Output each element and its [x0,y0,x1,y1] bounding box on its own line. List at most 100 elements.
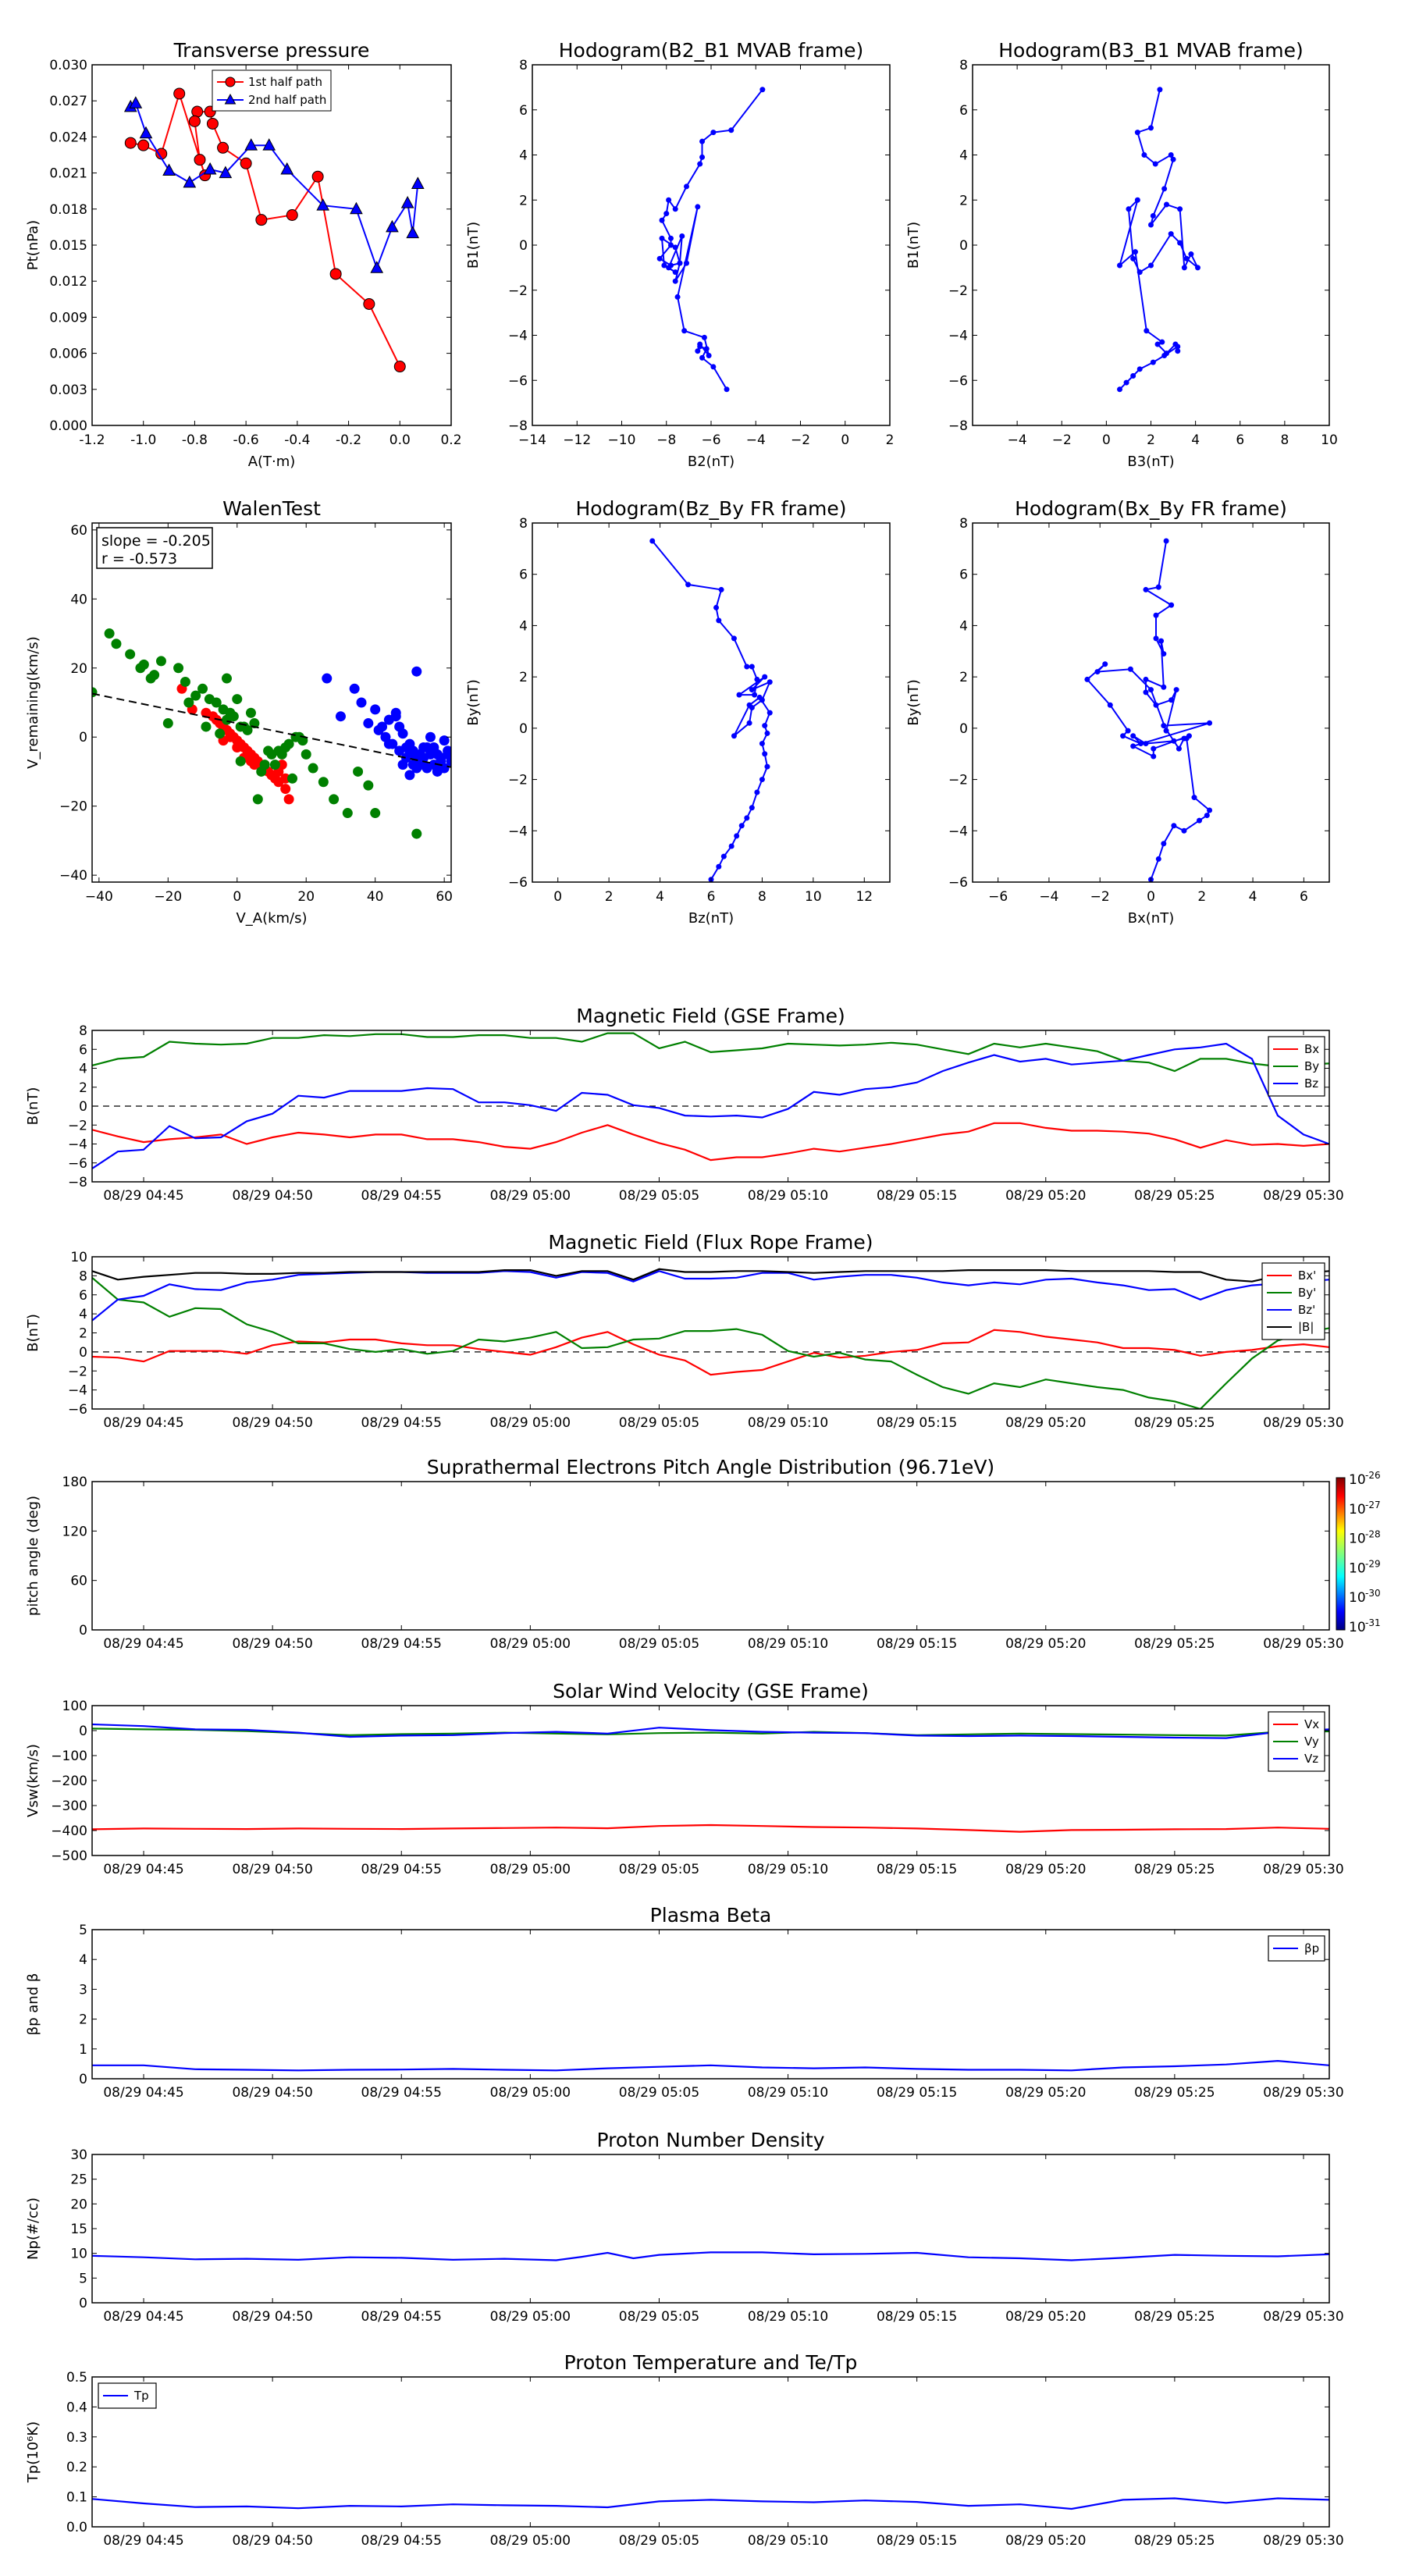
x-tick-label: 08/29 04:55 [361,1188,442,1204]
data-point [1157,87,1163,93]
x-tick-label: 08/29 04:50 [232,1862,312,1877]
legend-label: Vx [1304,1717,1319,1731]
data-point [1126,206,1132,212]
scatter-point [411,666,422,677]
x-tick-label: 10 [1321,432,1338,448]
x-tick-label: 08/29 05:10 [748,2533,828,2549]
y-tick-label: 8 [959,58,968,73]
series-line-Bz' [92,1270,1329,1322]
y-tick-label: 8 [519,516,528,532]
x-tick-label: −6 [988,889,1008,905]
data-point [759,741,765,747]
y-tick-label: −4 [68,1137,87,1153]
y-tick-label: 6 [959,568,968,583]
data-point [731,733,737,739]
data-point [767,679,773,685]
legend-label: By' [1298,1286,1316,1300]
x-tick-label: 08/29 04:45 [103,1188,183,1204]
scatter-point [273,777,284,788]
y-tick-label: 8 [79,1023,87,1039]
data-point [1120,733,1126,739]
scatter-point [125,649,136,660]
y-tick-label: −6 [948,373,968,389]
x-tick-label: 08/29 05:25 [1134,1415,1215,1431]
scatter-point [183,697,194,708]
data-point [697,343,703,350]
data-point [1183,255,1190,262]
data-point [1143,676,1149,682]
data-point [1123,379,1129,386]
data-point [759,87,766,93]
x-tick-label: 08/29 04:45 [103,1415,183,1431]
x-tick-label: 0 [1102,432,1111,448]
data-point [1163,538,1169,544]
chart-title: Solar Wind Velocity (GSE Frame) [553,1680,869,1703]
scatter-point [256,766,267,777]
data-point [1152,161,1158,167]
x-tick-label: −2 [1090,889,1110,905]
plot-frame [91,522,452,883]
x-tick-label: 08/29 04:55 [361,2309,442,2325]
data-point [677,260,683,266]
data-point [1136,269,1143,276]
x-tick-label: 08/29 04:45 [103,2309,183,2325]
x-tick-label: 08/29 05:10 [748,1636,828,1652]
data-point [1168,231,1174,237]
y-tick-label: 10 [70,2247,87,2262]
y-tick-label: 2 [959,193,968,208]
data-point [724,386,730,393]
x-tick-label: 08/29 05:25 [1134,2533,1215,2549]
series-line-Vz [92,1723,1329,1739]
data-point [1163,201,1169,208]
series-line-Bx [92,1122,1329,1162]
data-point [124,137,137,149]
x-tick-label: 2 [886,432,895,448]
data-point [1143,689,1149,696]
x-axis-label: V_A(km/s) [236,910,307,927]
scatter-point [308,763,318,774]
chart-magnetic_field_fr: Magnetic Field (Flux Rope Frame) −6 −4 −2 0 2… [25,1231,1344,1431]
data-point [752,692,758,698]
data-point [764,763,770,770]
x-tick-label: 08/29 05:00 [490,1188,571,1204]
data-point [762,674,768,680]
x-tick-label: 08/29 05:20 [1005,1188,1086,1204]
data-point [1175,343,1181,350]
scatter-point [394,745,405,756]
y-tick-label: 0 [79,1345,87,1361]
scatter-point [432,763,443,774]
data-point [1150,212,1156,219]
chart-magnetic_field_gse: Magnetic Field (GSE Frame) −8 −6 −4 −2 0 2 4 6 8 B… [25,1005,1344,1204]
series-line-By [92,1032,1329,1073]
data-point [1181,827,1187,834]
x-tick-label: −14 [518,432,546,448]
y-tick-label: 30 [70,2147,87,2163]
y-tick-label: −300 [51,1799,87,1814]
x-tick-label: 08/29 05:30 [1263,1415,1343,1431]
data-point [728,127,735,133]
x-tick-label: 20 [297,889,315,905]
x-tick-label: 08/29 04:45 [103,2533,183,2549]
plot-frame [972,522,1330,883]
x-tick-label: 08/29 05:20 [1005,1415,1086,1431]
data-point [1171,823,1177,829]
scatter-point [356,697,367,708]
y-tick-label: 0.012 [49,274,87,290]
x-tick-label: −10 [608,432,636,448]
colorbar-tick-exponent: -31 [1365,1617,1381,1628]
data-point [695,204,701,210]
colorbar-tick-exponent: -27 [1365,1500,1381,1510]
plot-frame [91,1929,1330,2080]
scatter-point [342,808,353,819]
data-point [728,843,735,849]
data-point [1161,841,1167,847]
y-tick-label: 4 [519,618,528,634]
x-tick-label: −2 [791,432,810,448]
x-tick-label: 08/29 04:50 [232,1636,312,1652]
y-tick-label: 0.018 [49,202,87,218]
x-tick-label: 08/29 04:45 [103,1636,183,1652]
data-point [685,582,692,588]
y-tick-label: 0.009 [49,310,87,326]
data-point [1143,741,1149,747]
x-tick-label: −8 [656,432,676,448]
